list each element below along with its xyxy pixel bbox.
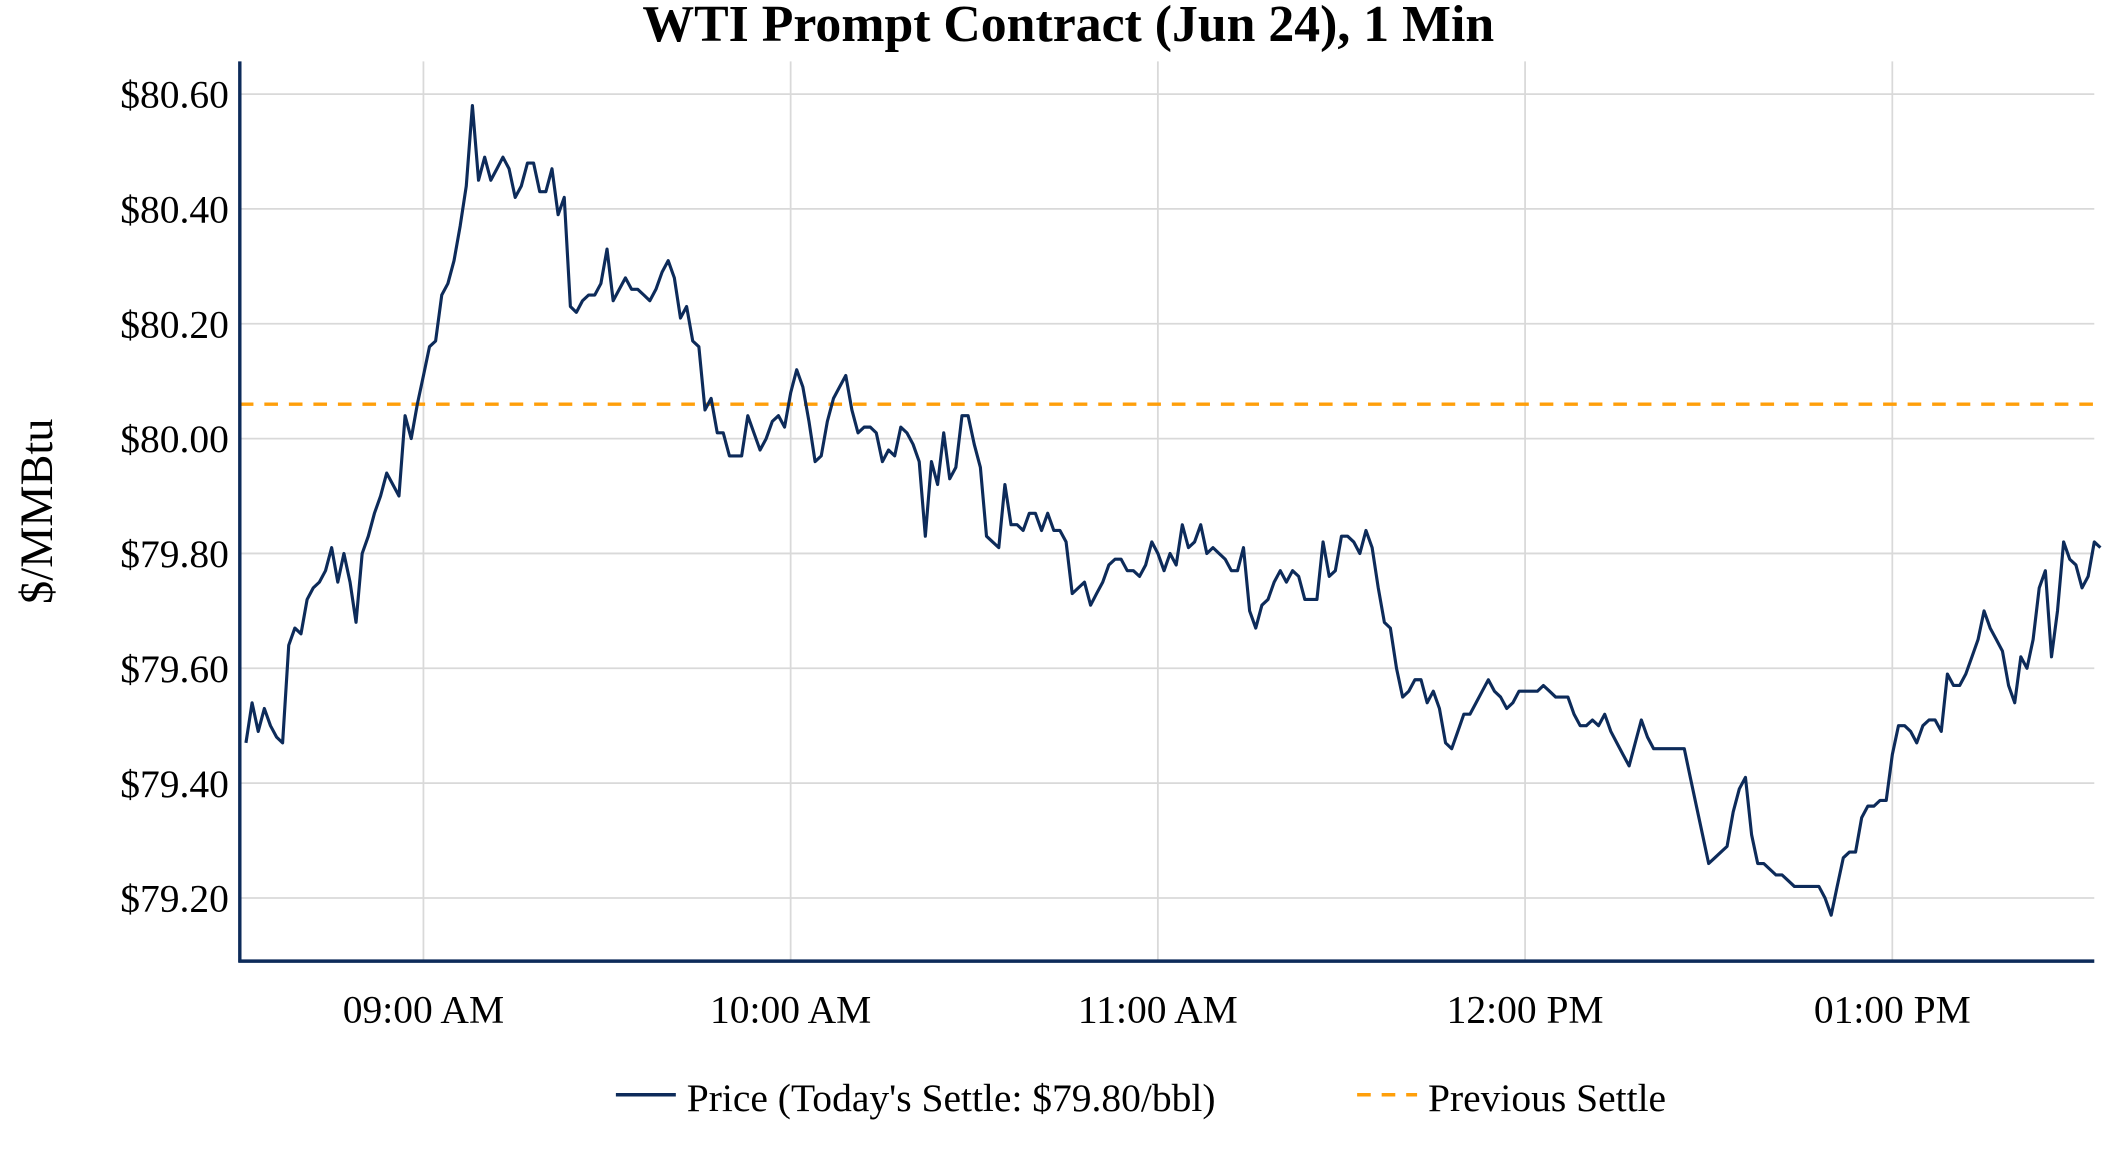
chart-title: WTI Prompt Contract (Jun 24), 1 Min — [642, 0, 1494, 53]
x-tick-label: 12:00 PM — [1447, 987, 1604, 1031]
legend-price-label: Price (Today's Settle: $79.80/bbl) — [687, 1076, 1216, 1120]
y-tick-label: $80.60 — [120, 73, 229, 117]
x-tick-label: 01:00 PM — [1814, 987, 1971, 1031]
legend-previous-settle-label: Previous Settle — [1428, 1076, 1666, 1120]
grid — [239, 61, 2095, 962]
x-tick-label: 10:00 AM — [710, 987, 871, 1031]
price-series-line — [244, 103, 2102, 917]
y-axis-label: $/MMBtu — [12, 419, 63, 604]
y-tick-label: $80.40 — [120, 188, 229, 232]
x-tick-label: 11:00 AM — [1078, 987, 1238, 1031]
y-tick-label: $80.00 — [120, 417, 229, 461]
x-tick-label: 09:00 AM — [343, 987, 504, 1031]
legend: Price (Today's Settle: $79.80/bbl) Previ… — [615, 1076, 1666, 1120]
y-tick-labels: $79.20 $79.40 $79.60 $79.80 $80.00 $80.20 $80.… — [120, 73, 229, 921]
y-tick-label: $79.40 — [120, 762, 229, 806]
x-tick-labels: 09:00 AM 10:00 AM 11:00 AM 12:00 PM 01:00 PM — [343, 987, 1971, 1031]
y-tick-label: $80.20 — [120, 302, 229, 346]
y-tick-label: $79.20 — [120, 877, 229, 921]
y-tick-label: $79.60 — [120, 647, 229, 691]
y-tick-label: $79.80 — [120, 532, 229, 576]
